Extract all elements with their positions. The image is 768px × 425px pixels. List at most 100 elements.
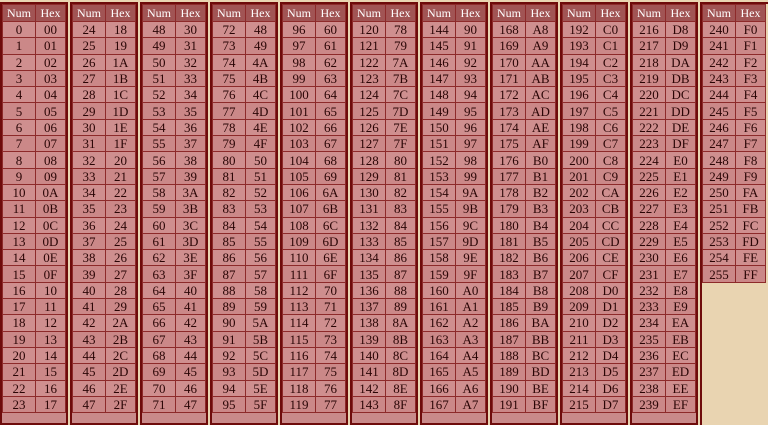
table-row: 68 44 (142, 346, 206, 365)
column-group: Num Hex 72 48 73 49 74 4A 75 4B 76 4C 77 4D 78 4E 79 4F 80… (210, 2, 278, 425)
column-group: Num Hex 0 00 1 01 2 02 3 03 4 04 5 05 6 06 7 07 8 08 9 09 10 0A… (0, 2, 68, 425)
num-cell: 156 (422, 216, 456, 234)
table-row: 7 07 (2, 135, 66, 153)
hex-cell: 34 (175, 86, 206, 104)
hex-cell: 82 (385, 183, 416, 202)
table-row: 17 11 (2, 298, 66, 316)
num-cell: 165 (422, 363, 456, 381)
hex-cell: 83 (385, 200, 416, 218)
table-row: 103 67 (282, 135, 346, 153)
num-cell: 219 (632, 69, 666, 88)
table-row: 33 21 (72, 167, 136, 185)
hex-cell: 6D (315, 232, 346, 251)
num-cell: 108 (282, 216, 316, 234)
hex-cell: 7E (385, 118, 416, 137)
table-row: 168 A8 (492, 20, 556, 39)
num-cell: 246 (702, 118, 736, 137)
hex-cell: 48 (245, 20, 276, 39)
hex-cell: D5 (595, 363, 626, 381)
num-cell: 203 (562, 200, 596, 218)
num-cell: 194 (562, 53, 596, 71)
table-row: 142 8E (352, 379, 416, 397)
hex-cell: 8F (385, 395, 416, 414)
num-cell: 174 (492, 118, 526, 137)
hex-cell: 39 (175, 167, 206, 185)
hex-cell: F9 (735, 167, 766, 185)
table-row: 206 CE (562, 249, 626, 267)
hex-cell: C8 (595, 151, 626, 169)
num-cell: 251 (702, 200, 736, 218)
num-cell: 231 (632, 265, 666, 283)
num-cell: 233 (632, 298, 666, 316)
table-row: 116 74 (282, 346, 346, 365)
table-row: 214 D6 (562, 379, 626, 397)
table-row: 39 27 (72, 265, 136, 283)
num-cell: 85 (212, 232, 246, 251)
table-row: 247 F7 (702, 135, 766, 153)
hex-cell: 1A (105, 53, 136, 71)
table-row: 119 77 (282, 395, 346, 414)
table-row: 139 8B (352, 330, 416, 348)
num-cell: 7 (2, 135, 36, 153)
hex-cell: 30 (175, 20, 206, 39)
hex-cell: AB (525, 69, 556, 88)
table-row: 238 EE (632, 379, 696, 397)
table-row: 41 29 (72, 298, 136, 316)
hex-cell: 1F (105, 135, 136, 153)
num-cell: 75 (212, 69, 246, 88)
hex-cell: B3 (525, 200, 556, 218)
num-cell: 190 (492, 379, 526, 397)
num-cell: 180 (492, 216, 526, 234)
hex-cell: E7 (665, 265, 696, 283)
num-cell: 67 (142, 330, 176, 348)
hex-cell: 5A (245, 314, 276, 332)
num-cell: 204 (562, 216, 596, 234)
num-cell: 13 (2, 232, 36, 251)
table-row: 59 3B (142, 200, 206, 218)
hex-cell: 16 (35, 379, 66, 397)
hex-cell: 22 (105, 183, 136, 202)
hex-cell: E3 (665, 200, 696, 218)
hex-cell: D3 (595, 330, 626, 348)
table-row: 49 31 (142, 37, 206, 55)
hex-cell: 9E (455, 249, 486, 267)
hex-cell: 0B (35, 200, 66, 218)
num-cell: 225 (632, 167, 666, 185)
num-cell: 52 (142, 86, 176, 104)
hex-cell: A4 (455, 346, 486, 365)
num-cell: 247 (702, 135, 736, 153)
num-cell: 27 (72, 69, 106, 88)
column-group: Num Hex 96 60 97 61 98 62 99 63 100 64 101 65 102 66 103… (280, 2, 348, 425)
table-row: 70 46 (142, 379, 206, 397)
table-row: 200 C8 (562, 151, 626, 169)
table-row: 52 34 (142, 86, 206, 104)
table-row: 173 AD (492, 102, 556, 120)
table-row: 178 B2 (492, 183, 556, 202)
table-row: 118 76 (282, 379, 346, 397)
hex-cell: CF (595, 265, 626, 283)
table-row: 98 62 (282, 53, 346, 71)
num-header: Num (422, 4, 456, 22)
num-cell: 185 (492, 298, 526, 316)
num-cell: 234 (632, 314, 666, 332)
num-cell: 141 (352, 363, 386, 381)
num-cell: 64 (142, 281, 176, 300)
num-header: Num (212, 4, 246, 22)
hex-cell: 8B (385, 330, 416, 348)
table-row: 133 85 (352, 232, 416, 251)
num-cell: 242 (702, 53, 736, 71)
hex-cell: E9 (665, 298, 696, 316)
table-row: 130 82 (352, 183, 416, 202)
num-cell: 226 (632, 183, 666, 202)
hex-cell: A6 (455, 379, 486, 397)
num-header: Num (72, 4, 106, 22)
hex-cell: CC (595, 216, 626, 234)
hex-cell: 0C (35, 216, 66, 234)
num-header: Num (142, 4, 176, 22)
hex-cell: C4 (595, 86, 626, 104)
hex-cell: 66 (315, 118, 346, 137)
num-cell: 152 (422, 151, 456, 169)
table-row: 11 0B (2, 200, 66, 218)
hex-cell: 6C (315, 216, 346, 234)
table-row: 225 E1 (632, 167, 696, 185)
